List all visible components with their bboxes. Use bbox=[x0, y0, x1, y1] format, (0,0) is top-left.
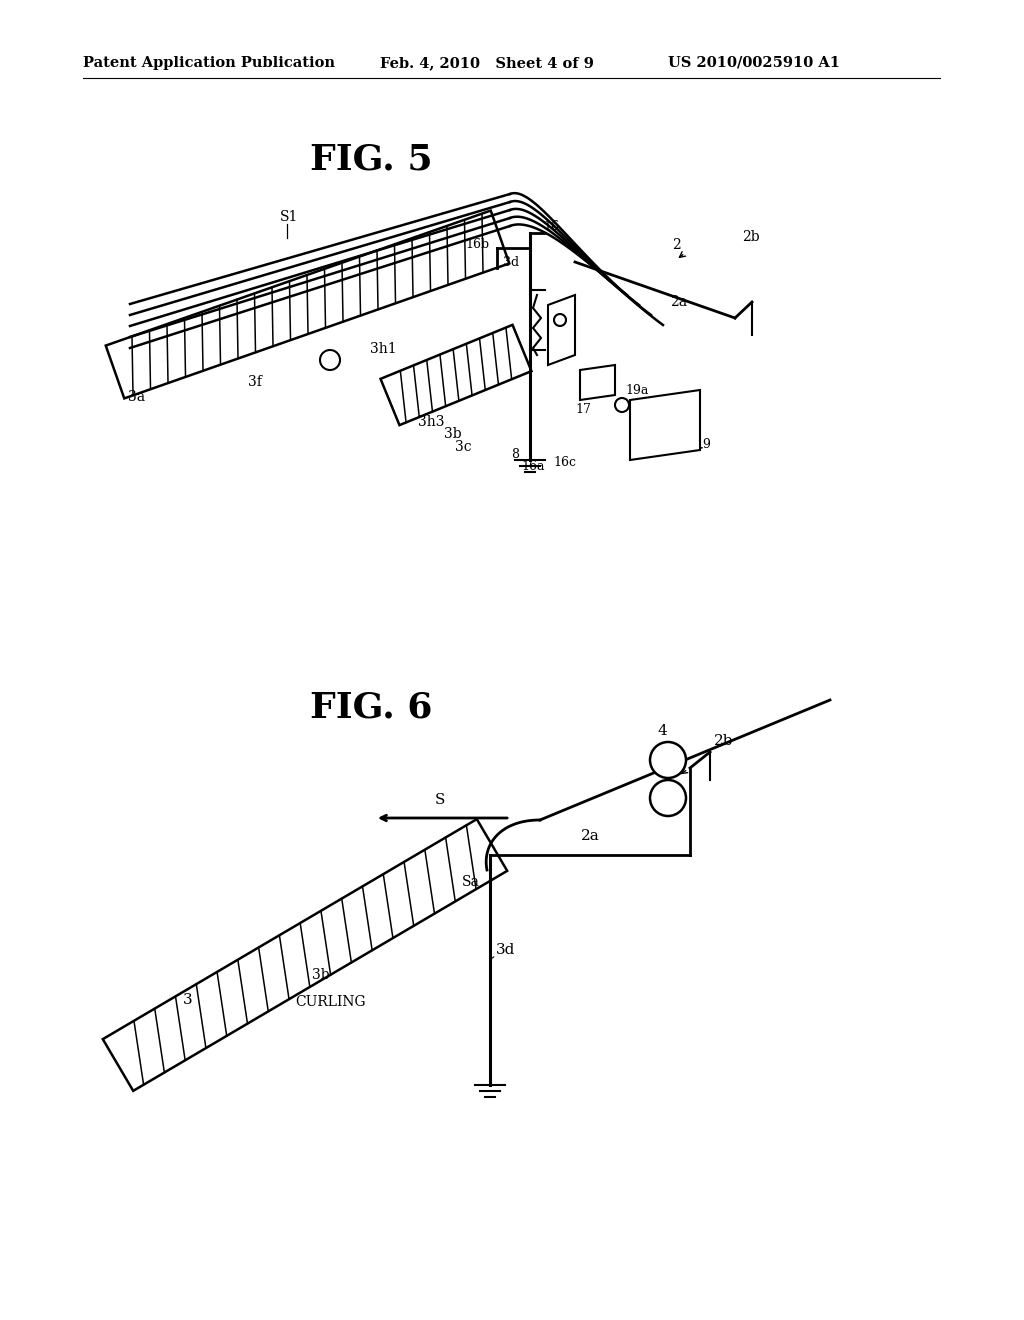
Text: 16a: 16a bbox=[521, 459, 545, 473]
Text: 16c: 16c bbox=[553, 455, 575, 469]
Text: FIG. 5: FIG. 5 bbox=[310, 143, 432, 176]
Text: 2: 2 bbox=[672, 238, 681, 252]
Circle shape bbox=[319, 350, 340, 370]
Text: 3b: 3b bbox=[444, 426, 462, 441]
Text: 16: 16 bbox=[543, 219, 559, 232]
Text: FIG. 6: FIG. 6 bbox=[310, 690, 432, 723]
Circle shape bbox=[650, 780, 686, 816]
Text: 17: 17 bbox=[575, 403, 591, 416]
Text: 3h1: 3h1 bbox=[370, 342, 396, 356]
Text: 19a: 19a bbox=[625, 384, 648, 397]
Text: 2b: 2b bbox=[742, 230, 760, 244]
Text: 3d: 3d bbox=[503, 256, 519, 268]
Text: 18: 18 bbox=[548, 312, 564, 325]
Text: 2a: 2a bbox=[670, 294, 687, 309]
Text: US 2010/0025910 A1: US 2010/0025910 A1 bbox=[668, 55, 840, 70]
Text: 2a: 2a bbox=[581, 829, 599, 843]
Text: 16b: 16b bbox=[466, 238, 490, 251]
Text: Feb. 4, 2010   Sheet 4 of 9: Feb. 4, 2010 Sheet 4 of 9 bbox=[380, 55, 594, 70]
Text: 3h3: 3h3 bbox=[418, 414, 444, 429]
Polygon shape bbox=[102, 820, 507, 1090]
Circle shape bbox=[615, 399, 629, 412]
Text: S: S bbox=[435, 793, 445, 807]
Polygon shape bbox=[548, 294, 575, 366]
Text: 4: 4 bbox=[658, 723, 668, 738]
Text: 2: 2 bbox=[672, 754, 682, 768]
Text: 2b: 2b bbox=[714, 734, 733, 748]
Text: 3c: 3c bbox=[455, 440, 472, 454]
Text: 8: 8 bbox=[511, 447, 519, 461]
Polygon shape bbox=[381, 325, 531, 425]
Text: 3b: 3b bbox=[312, 968, 330, 982]
Circle shape bbox=[650, 742, 686, 777]
Circle shape bbox=[554, 314, 566, 326]
Text: 19: 19 bbox=[695, 438, 711, 451]
Text: CURLING: CURLING bbox=[295, 995, 366, 1008]
Text: 3d: 3d bbox=[496, 942, 515, 957]
Text: 3a: 3a bbox=[128, 389, 145, 404]
Text: 3: 3 bbox=[183, 993, 193, 1007]
Text: 3f: 3f bbox=[248, 375, 262, 389]
Text: Sa: Sa bbox=[462, 875, 480, 888]
Polygon shape bbox=[630, 389, 700, 459]
Polygon shape bbox=[580, 366, 615, 400]
Text: Patent Application Publication: Patent Application Publication bbox=[83, 55, 335, 70]
Polygon shape bbox=[105, 211, 509, 399]
Text: S1: S1 bbox=[280, 210, 298, 224]
